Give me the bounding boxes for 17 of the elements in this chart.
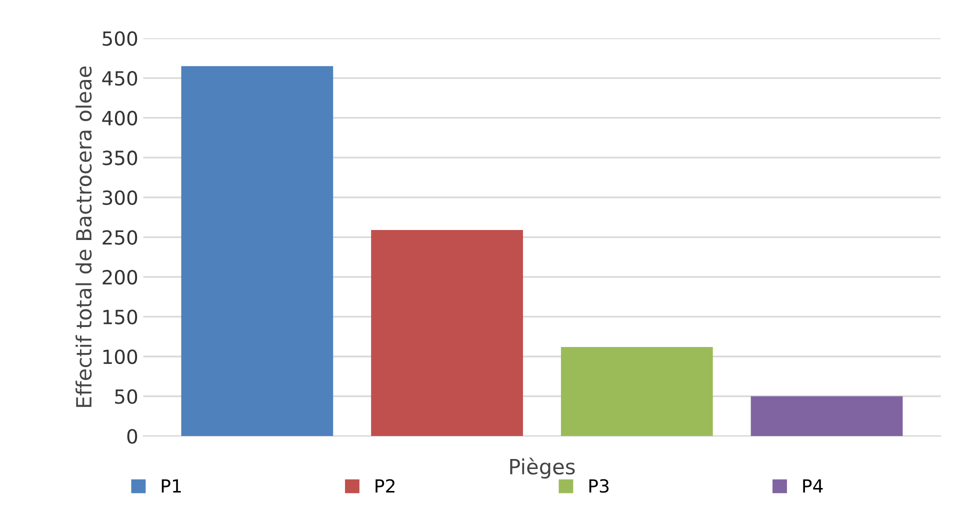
legend-label: P4 — [803, 479, 823, 493]
x-axis-title: Pièges — [510, 458, 575, 479]
legend-label: P3 — [589, 479, 609, 493]
y-tick-label: 100 — [103, 349, 138, 364]
y-tick-label: 250 — [102, 230, 138, 245]
y-tick-label: 500 — [102, 31, 138, 46]
y-tick-label: 350 — [102, 150, 138, 166]
legend-label: P2 — [376, 479, 394, 493]
y-tick-label: 400 — [102, 110, 138, 126]
legend-label: P1 — [162, 479, 181, 493]
y-tick-label: 50 — [115, 389, 138, 404]
y-tick-label: 450 — [102, 70, 138, 86]
y-tick-label: 300 — [102, 190, 138, 206]
y-tick-label: 0 — [127, 429, 138, 444]
y-tick-label: 200 — [102, 270, 138, 285]
y-axis-title: Effectif total de Bactrocera oleae — [76, 66, 92, 407]
y-tick-label: 150 — [103, 310, 138, 324]
